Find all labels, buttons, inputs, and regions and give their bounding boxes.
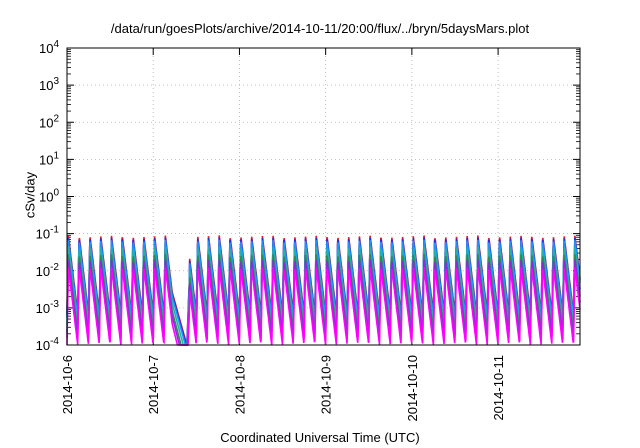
x-tick-label: 2014-10-7: [146, 355, 161, 414]
y-tick-label: 101: [39, 150, 59, 167]
x-tick-label: 2014-10-8: [232, 355, 247, 414]
x-tick-label: 2014-10-10: [405, 355, 420, 422]
x-axis-label: Coordinated Universal Time (UTC): [220, 430, 420, 445]
x-tick-label: 2014-10-11: [491, 355, 506, 421]
x-tick-label: 2014-10-9: [319, 355, 334, 414]
y-tick-label: 103: [39, 76, 59, 93]
series-line: [66, 259, 581, 346]
y-tick-label: 10-3: [36, 299, 60, 316]
y-axis-label: cSv/day: [22, 171, 38, 219]
y-tick-label: 104: [39, 39, 59, 56]
y-tick-label: 10-4: [36, 336, 60, 353]
chart-title: /data/run/goesPlots/archive/2014-10-11/2…: [110, 21, 530, 36]
plot-frame: [66, 47, 581, 346]
series-line: [66, 239, 581, 346]
series-line: [66, 246, 581, 346]
y-tick-label: 10-1: [36, 225, 60, 242]
y-tick-label: 100: [39, 188, 59, 205]
y-tick-label: 102: [39, 113, 59, 130]
series-line: [66, 266, 581, 346]
x-tick-label: 2014-10-6: [60, 355, 75, 414]
y-tick-label: 10-2: [36, 262, 60, 279]
